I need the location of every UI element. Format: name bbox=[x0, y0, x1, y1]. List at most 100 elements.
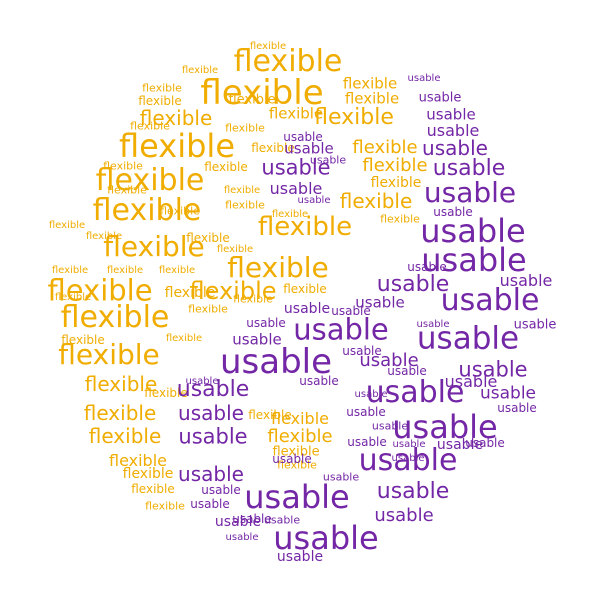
word-flexible: flexible bbox=[48, 220, 86, 231]
word-usable: usable bbox=[387, 364, 427, 378]
word-flexible: flexible bbox=[144, 386, 188, 400]
word-usable: usable bbox=[440, 283, 540, 318]
word-flexible: flexible bbox=[200, 73, 324, 113]
word-usable: usable bbox=[284, 139, 334, 158]
word-flexible: flexible bbox=[107, 183, 147, 197]
word-flexible: flexible bbox=[271, 409, 329, 428]
word-usable: usable bbox=[416, 319, 450, 330]
word-flexible: flexible bbox=[139, 106, 213, 130]
word-usable: usable bbox=[444, 372, 498, 391]
word-flexible: flexible bbox=[339, 189, 413, 213]
word-flexible: flexible bbox=[95, 163, 205, 198]
word-usable: usable bbox=[176, 377, 250, 402]
word-usable: usable bbox=[418, 90, 462, 106]
word-usable: usable bbox=[426, 105, 476, 124]
word-usable: usable bbox=[391, 453, 425, 464]
word-usable: usable bbox=[293, 312, 389, 347]
word-usable: usable bbox=[416, 320, 520, 357]
word-usable: usable bbox=[342, 344, 382, 358]
word-usable: usable bbox=[309, 153, 347, 167]
word-flexible: flexible bbox=[228, 92, 276, 108]
word-flexible: flexible bbox=[267, 426, 333, 447]
word-flexible: flexible bbox=[225, 121, 265, 135]
word-flexible: flexible bbox=[272, 444, 320, 460]
word-flexible: flexible bbox=[83, 401, 157, 425]
word-flexible: flexible bbox=[283, 282, 327, 296]
word-usable: usable bbox=[407, 260, 447, 274]
word-usable: usable bbox=[246, 316, 286, 330]
word-flexible: flexible bbox=[164, 285, 216, 301]
word-usable: usable bbox=[283, 130, 323, 144]
word-flexible: flexible bbox=[138, 94, 182, 108]
word-flexible: flexible bbox=[103, 159, 143, 173]
word-usable: usable bbox=[322, 470, 360, 484]
word-flexible: flexible bbox=[51, 265, 89, 276]
word-flexible: flexible bbox=[277, 458, 317, 472]
word-usable: usable bbox=[358, 443, 458, 478]
word-usable: usable bbox=[190, 497, 230, 511]
word-flexible: flexible bbox=[58, 338, 160, 371]
word-usable: usable bbox=[499, 271, 553, 290]
word-usable: usable bbox=[422, 136, 488, 160]
word-usable: usable bbox=[497, 401, 537, 415]
word-usable: usable bbox=[331, 304, 371, 318]
word-flexible: flexible bbox=[88, 424, 162, 448]
word-flexible: flexible bbox=[106, 265, 144, 276]
word-usable: usable bbox=[244, 478, 350, 516]
word-usable: usable bbox=[354, 389, 388, 400]
word-usable: usable bbox=[276, 549, 324, 565]
word-flexible: flexible bbox=[227, 251, 329, 284]
word-usable: usable bbox=[423, 176, 517, 209]
word-usable: usable bbox=[433, 205, 473, 219]
word-usable: usable bbox=[420, 212, 526, 250]
word-usable: usable bbox=[513, 317, 557, 333]
word-usable: usable bbox=[178, 401, 244, 425]
word-usable: usable bbox=[392, 408, 498, 446]
word-usable: usable bbox=[269, 179, 323, 198]
word-flexible: flexible bbox=[47, 273, 153, 308]
word-flexible: flexible bbox=[109, 451, 167, 470]
word-flexible: flexible bbox=[165, 333, 203, 344]
word-usable: usable bbox=[272, 452, 312, 466]
word-flexible: flexible bbox=[160, 204, 200, 218]
word-flexible: flexible bbox=[145, 499, 185, 513]
word-usable: usable bbox=[436, 437, 484, 453]
word-flexible: flexible bbox=[103, 230, 205, 263]
word-flexible: flexible bbox=[130, 119, 170, 133]
word-flexible: flexible bbox=[344, 89, 400, 108]
word-usable: usable bbox=[178, 424, 248, 449]
word-flexible: flexible bbox=[342, 74, 398, 93]
word-flexible: flexible bbox=[189, 277, 277, 305]
word-flexible: flexible bbox=[84, 372, 158, 396]
word-flexible: flexible bbox=[251, 141, 295, 155]
word-usable: usable bbox=[346, 405, 386, 419]
word-flexible: flexible bbox=[54, 292, 92, 303]
word-usable: usable bbox=[374, 505, 434, 526]
word-flexible: flexible bbox=[362, 155, 428, 176]
word-flexible: flexible bbox=[204, 160, 248, 174]
word-flexible: flexible bbox=[257, 212, 353, 242]
word-usable: usable bbox=[297, 195, 331, 206]
word-flexible: flexible bbox=[158, 265, 196, 276]
word-flexible: flexible bbox=[380, 212, 420, 226]
word-usable: usable bbox=[201, 483, 241, 497]
word-flexible: flexible bbox=[131, 482, 175, 496]
word-usable: usable bbox=[299, 374, 339, 388]
word-usable: usable bbox=[371, 419, 409, 433]
word-flexible: flexible bbox=[92, 193, 202, 228]
word-usable: usable bbox=[359, 350, 419, 371]
word-usable: usable bbox=[355, 293, 405, 312]
word-usable: usable bbox=[219, 342, 333, 382]
word-usable: usable bbox=[376, 272, 450, 297]
word-flexible: flexible bbox=[314, 105, 394, 130]
word-usable: usable bbox=[273, 519, 379, 557]
word-flexible: flexible bbox=[223, 185, 261, 196]
word-usable: usable bbox=[479, 383, 537, 404]
word-flexible: flexible bbox=[233, 44, 343, 79]
word-usable: usable bbox=[365, 375, 465, 410]
word-flexible: flexible bbox=[370, 175, 422, 191]
word-usable: usable bbox=[347, 435, 387, 449]
word-flexible: flexible bbox=[85, 231, 123, 242]
word-usable: usable bbox=[283, 301, 331, 317]
